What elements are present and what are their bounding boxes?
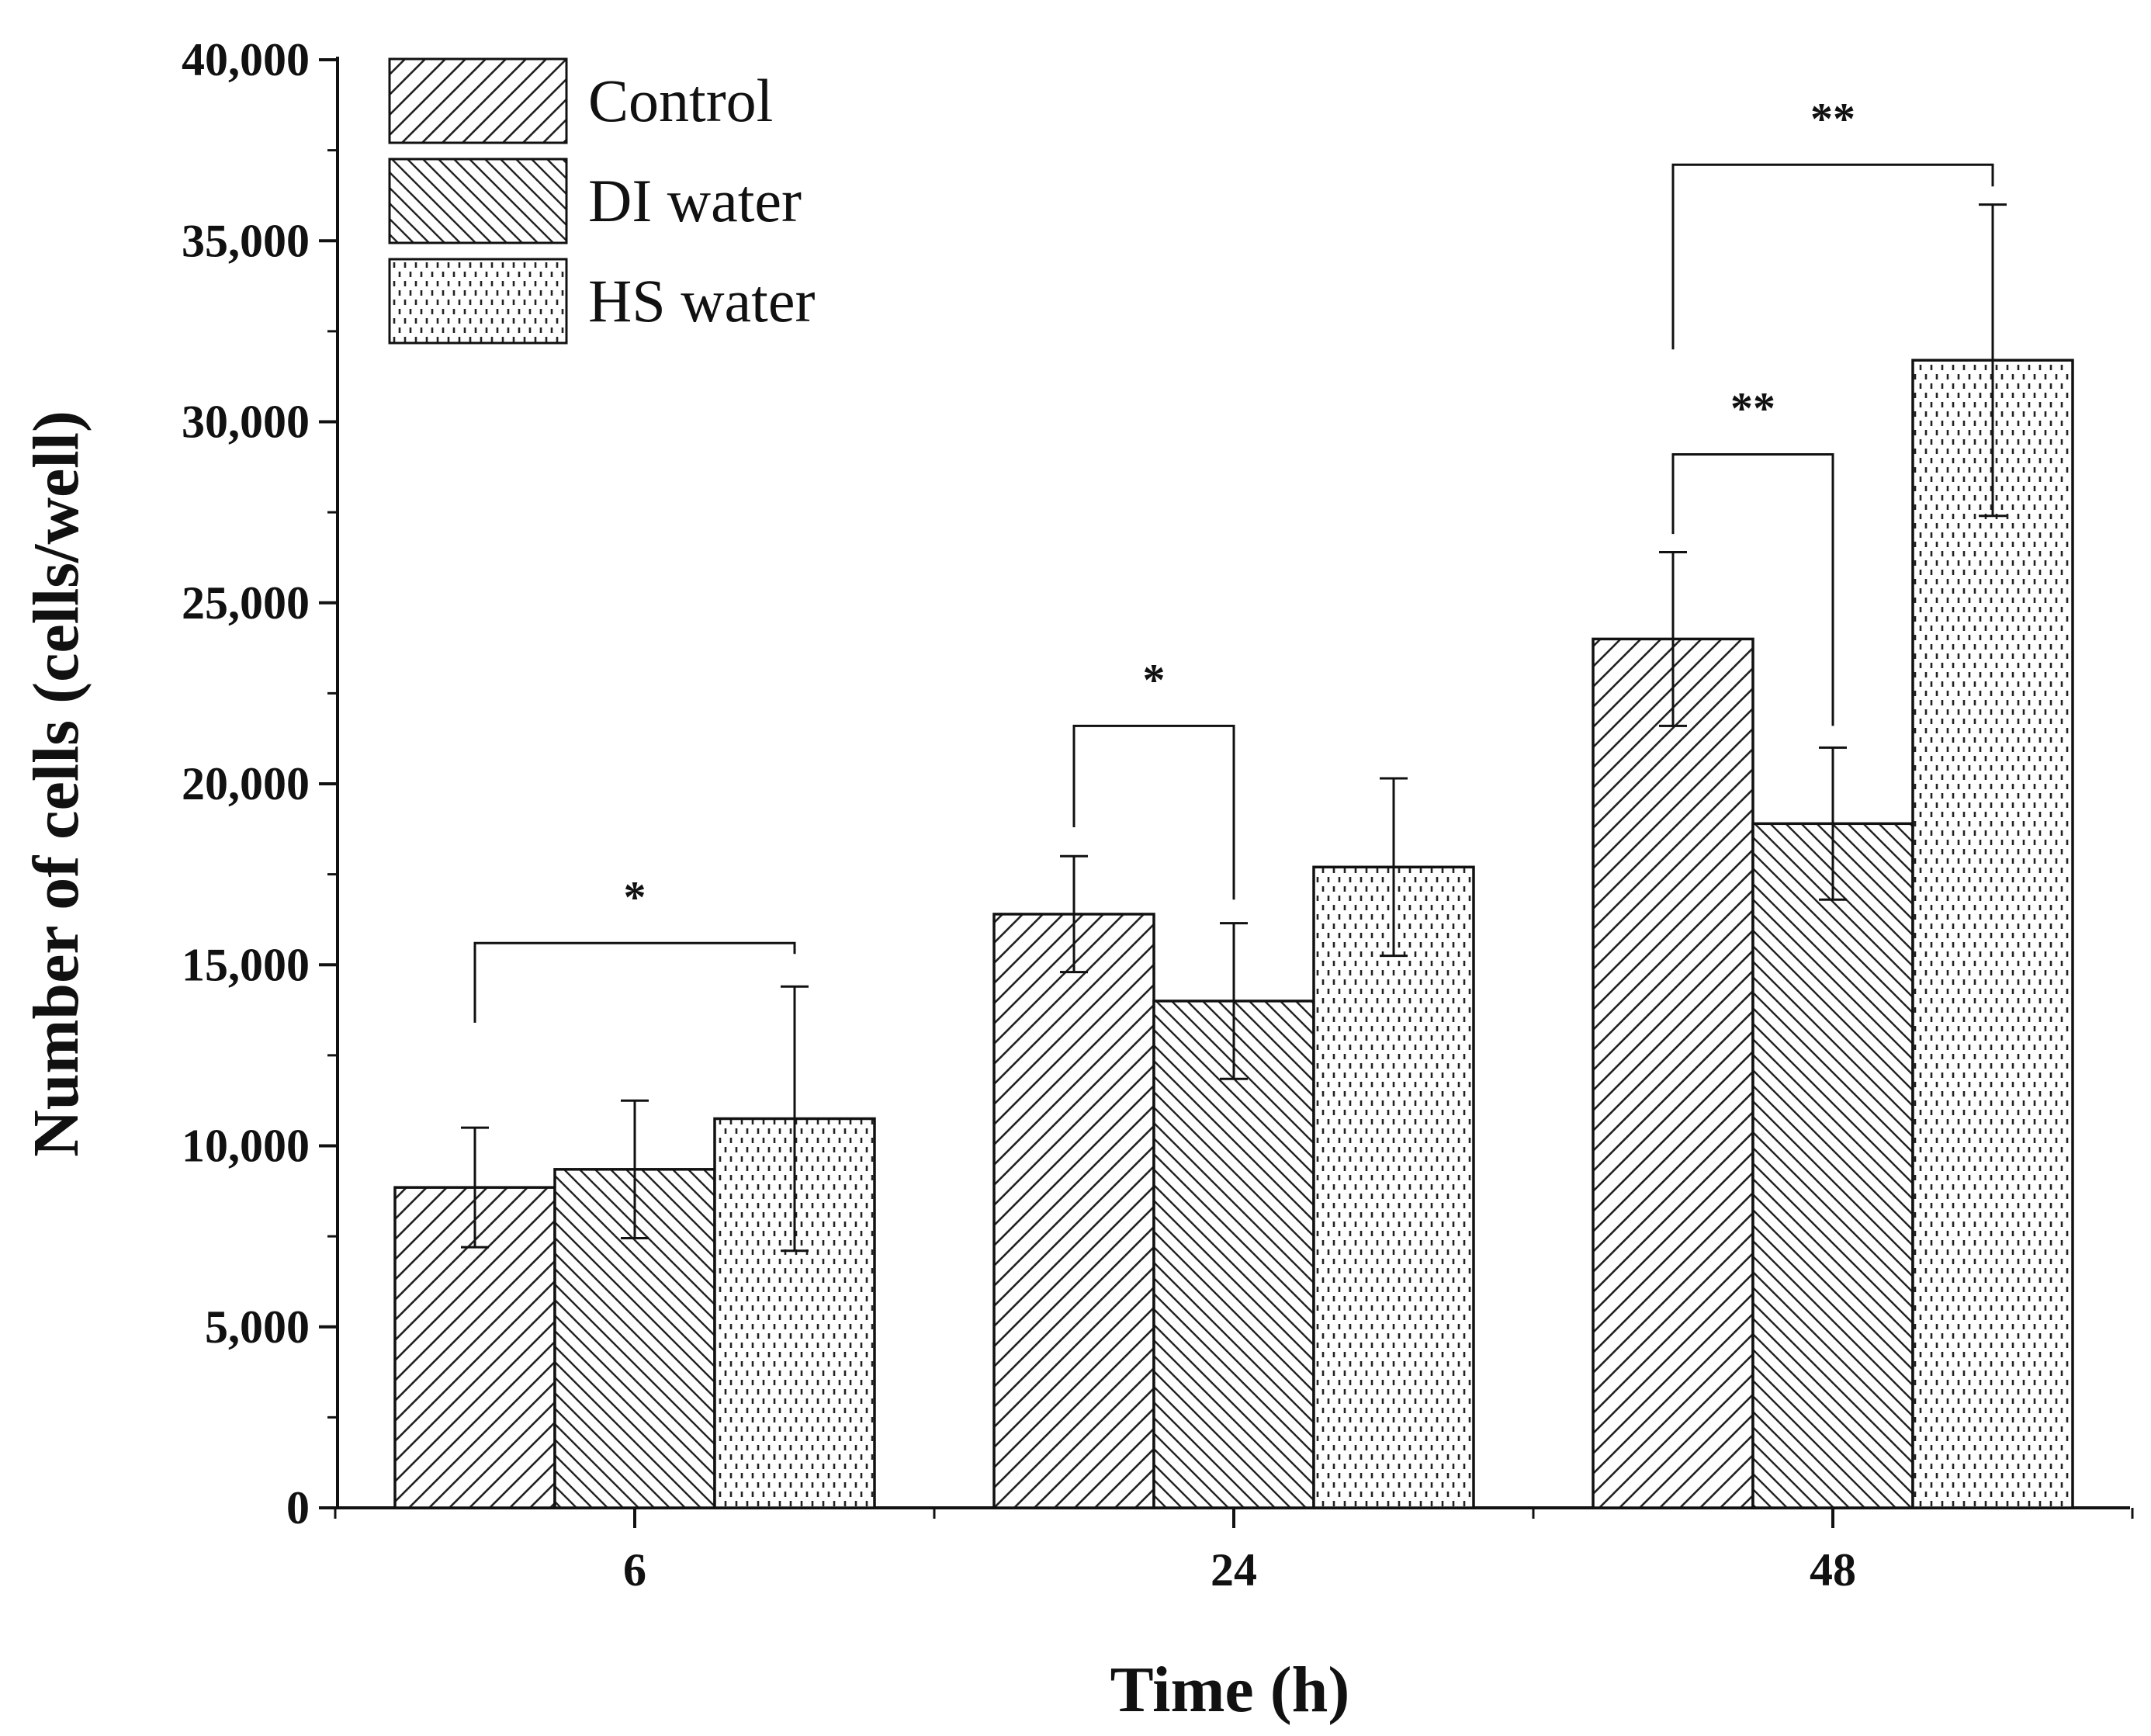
significance-marker-4: ** — [1810, 93, 1855, 144]
y-tick-label-25000: 25,000 — [182, 577, 310, 629]
x-tick-label-48: 48 — [1810, 1544, 1856, 1596]
bar-di-water-48h — [1751, 822, 1914, 1509]
bar-hs-water-48h — [1911, 359, 2074, 1509]
y-tick-label-10000: 10,000 — [182, 1121, 310, 1172]
legend-swatch-hs-water — [388, 258, 568, 345]
significance-bracket-4 — [1671, 163, 1994, 350]
y-tick-label-0: 0 — [286, 1482, 310, 1533]
error-bar-layer — [461, 203, 2007, 1253]
x-tick-label-6: 6 — [623, 1544, 646, 1596]
bar-control-48h — [1592, 637, 1754, 1509]
y-tick-label-15000: 15,000 — [182, 939, 310, 990]
bar-hs-water-24h — [1312, 865, 1475, 1509]
y-tick-label-35000: 35,000 — [182, 215, 310, 266]
y-tick-label-40000: 40,000 — [182, 34, 310, 85]
y-tick-label-30000: 30,000 — [182, 397, 310, 448]
y-tick-label-20000: 20,000 — [182, 758, 310, 809]
significance-marker-3: ** — [1730, 383, 1775, 433]
significance-layer: ****** — [473, 93, 1994, 1023]
significance-bracket-1 — [473, 941, 796, 1023]
significance-bracket-2 — [1072, 724, 1235, 900]
legend-label-hs-water: HS water — [588, 267, 815, 334]
x-tick-label-24: 24 — [1211, 1544, 1257, 1596]
significance-bracket-3 — [1671, 452, 1834, 726]
legend-swatch-di-water — [388, 158, 568, 244]
x-axis-title: Time (h) — [1110, 1654, 1350, 1726]
y-tick-label-5000: 5,000 — [205, 1301, 310, 1353]
legend: Control DI water HS water — [388, 57, 815, 345]
legend-swatch-control — [388, 57, 568, 144]
y-axis-title: Number of cells (cells/well) — [20, 411, 92, 1157]
bar-di-water-24h — [1152, 1000, 1315, 1509]
bar-control-24h — [992, 913, 1155, 1509]
legend-label-di-water: DI water — [588, 167, 802, 234]
significance-marker-1: * — [624, 871, 646, 922]
legend-label-control: Control — [588, 67, 773, 134]
axis-layer: 0 5,000 10,000 15,000 20,000 25,000 30,000 35,0… — [182, 34, 2134, 1596]
significance-marker-2: * — [1143, 654, 1166, 705]
